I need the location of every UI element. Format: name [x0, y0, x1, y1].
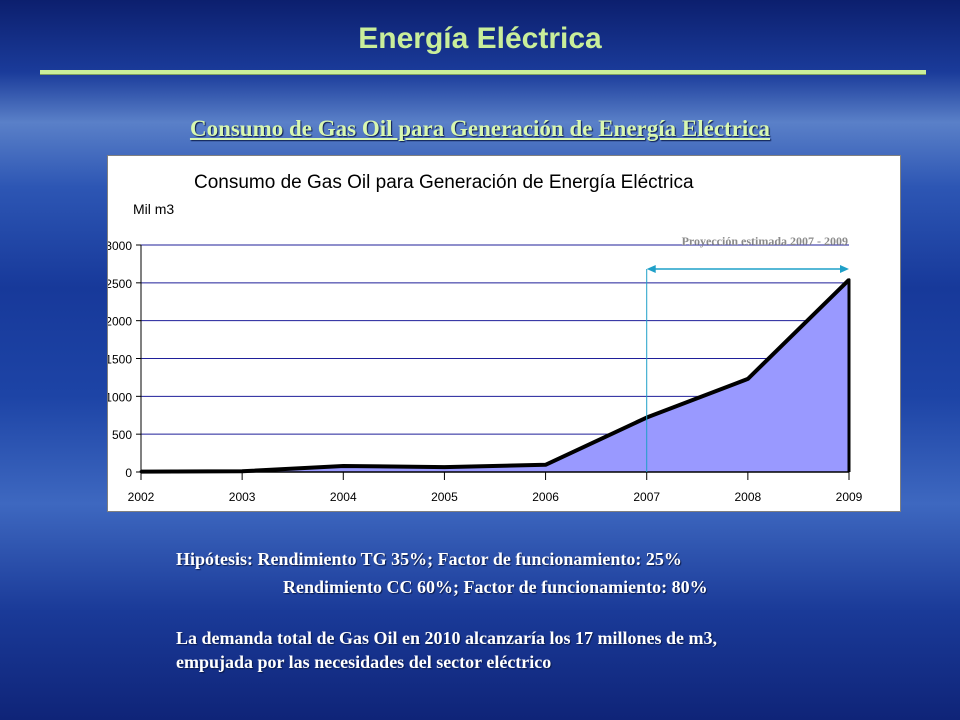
demand-line-1: La demanda total de Gas Oil en 2010 alca… — [176, 628, 718, 648]
y-tick-label: 500 — [112, 428, 132, 442]
chart-panel: Consumo de Gas Oil para Generación de En… — [105, 155, 901, 512]
projection-arrow-right — [840, 265, 849, 273]
projection-annotation: Proyección estimada 2007 - 2009 — [646, 234, 849, 472]
chart-title: Consumo de Gas Oil para Generación de En… — [194, 172, 694, 193]
series-area-fill — [141, 279, 849, 472]
x-tick-label: 2009 — [836, 490, 863, 504]
title-underline — [40, 70, 926, 75]
data-point — [544, 463, 548, 467]
y-tick-label: 0 — [125, 466, 132, 480]
y-tick-label: 1000 — [108, 390, 132, 404]
slide-title: Energía Eléctrica — [358, 22, 602, 55]
x-tick-label: 2007 — [633, 490, 660, 504]
x-tick-label: 2002 — [128, 490, 155, 504]
y-axis-label: Mil m3 — [133, 201, 174, 217]
x-tick-label: 2004 — [330, 490, 357, 504]
y-tick-label: 1500 — [108, 353, 132, 367]
y-tick-labels: 0 500 1000 1500 2000 2500 3000 — [105, 239, 132, 480]
axes — [136, 244, 850, 480]
area-chart: Consumo de Gas Oil para Generación de En… — [105, 172, 863, 504]
demand-note: La demanda total de Gas Oil en 2010 alca… — [176, 626, 717, 674]
x-tick-label: 2005 — [431, 490, 458, 504]
y-tick-label: 2000 — [108, 315, 132, 329]
data-point — [341, 464, 345, 468]
hypothesis-line-2: Rendimiento CC 60%; Factor de funcionami… — [283, 577, 708, 597]
series-area — [139, 278, 851, 474]
series-line — [140, 278, 851, 474]
data-point — [847, 278, 851, 282]
x-tick-labels: 2002 2003 2004 2005 2006 2007 2008 2009 — [128, 490, 863, 504]
projection-arrow-left — [646, 265, 656, 273]
y-tick-label: 2500 — [108, 277, 132, 291]
projection-label: Proyección estimada 2007 - 2009 — [682, 234, 848, 248]
x-tick-label: 2003 — [229, 490, 256, 504]
y-tick-label: 3000 — [108, 239, 132, 253]
data-point — [442, 465, 446, 469]
slide-subtitle: Consumo de Gas Oil para Generación de En… — [189, 116, 771, 141]
demand-line-2: empujada por las necesidades del sector … — [176, 652, 552, 672]
x-tick-label: 2008 — [735, 490, 762, 504]
hypothesis-line-1: Hipótesis: Rendimiento TG 35%; Factor de… — [176, 549, 682, 569]
x-tick-label: 2006 — [532, 490, 559, 504]
data-point — [746, 377, 750, 381]
